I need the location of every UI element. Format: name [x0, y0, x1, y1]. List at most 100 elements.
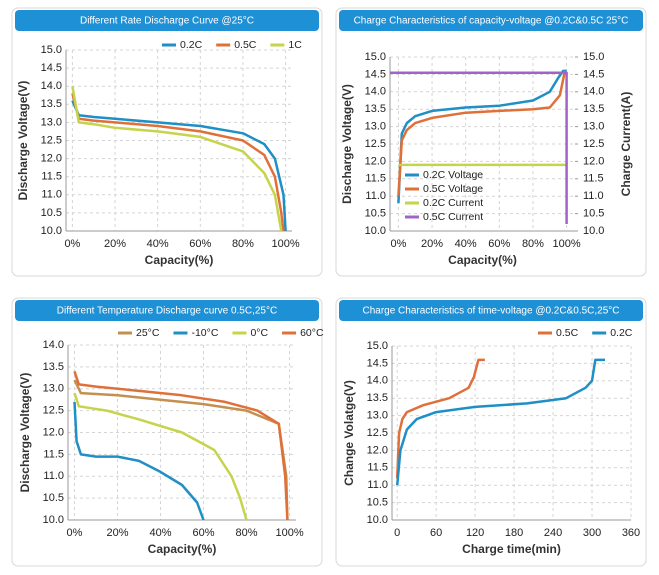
y-tick-label: 13.0	[43, 383, 64, 395]
y-tick-label: 11.0	[365, 190, 386, 202]
y-tick-label: 14.0	[365, 86, 386, 98]
y-tick-label: 13.0	[367, 410, 388, 422]
y-tick-label: 12.0	[367, 444, 388, 456]
legend-label: 0.2C Voltage	[423, 169, 483, 181]
x-tick-label: 80%	[232, 238, 254, 250]
x-tick-label: 40%	[147, 238, 169, 250]
x-tick-label: 120	[466, 527, 484, 539]
y-tick-label: 13.5	[365, 103, 386, 115]
y-tick-label: 11.0	[43, 470, 64, 482]
series-line	[397, 70, 567, 197]
chart-title: Different Temperature Discharge curve 0.…	[57, 306, 277, 317]
panel-header	[15, 10, 319, 31]
y-tick-label: 13.5	[367, 392, 388, 404]
x-axis-label: Capacity(%)	[148, 542, 217, 556]
legend-label: 0.5C	[556, 327, 579, 339]
x-tick-label: 20%	[106, 527, 128, 539]
y-tick-label: 10.0	[43, 514, 64, 526]
legend-label: 0.5C	[234, 39, 257, 51]
series-line	[73, 392, 248, 521]
x-tick-label: 300	[583, 527, 601, 539]
y2-tick-label: 10.0	[583, 225, 604, 237]
x-tick-label: 100%	[553, 238, 581, 250]
y-tick-label: 10.5	[41, 207, 62, 219]
panel-header	[15, 300, 319, 321]
series-line	[71, 93, 285, 232]
chart-title: Charge Characteristics of time-voltage @…	[362, 306, 619, 317]
x-axis-label: Capacity(%)	[145, 253, 214, 267]
x-tick-label: 240	[544, 527, 562, 539]
y-tick-label: 15.0	[365, 51, 386, 63]
y2-axis-label: Charge Current(A)	[619, 92, 633, 197]
legend-label: 1C	[288, 39, 302, 51]
y-tick-label: 14.0	[41, 80, 62, 92]
y-tick-label: 11.5	[365, 173, 386, 185]
x-tick-label: 360	[622, 527, 640, 539]
x-tick-label: 80%	[236, 527, 258, 539]
y-tick-label: 11.0	[367, 479, 388, 491]
y-tick-label: 12.0	[43, 426, 64, 438]
x-axis-label: Capacity(%)	[448, 253, 517, 267]
x-tick-label: 0%	[390, 238, 406, 250]
x-tick-label: 100%	[272, 238, 300, 250]
x-tick-label: 60%	[488, 238, 510, 250]
series-line	[71, 85, 283, 232]
x-tick-label: 0	[394, 527, 400, 539]
x-tick-label: 60	[430, 527, 442, 539]
x-tick-label: 100%	[275, 527, 303, 539]
y2-tick-label: 12.5	[583, 138, 604, 150]
legend-label: 25°C	[136, 327, 160, 339]
y-tick-label: 10.0	[367, 514, 388, 526]
series-line	[73, 401, 205, 521]
series-line	[390, 71, 568, 224]
y-axis-label: Discharge Voltage(V)	[340, 84, 354, 204]
y2-tick-label: 14.5	[583, 68, 604, 80]
y-axis-label: Discharge Voltage(V)	[16, 81, 30, 201]
y-tick-label: 11.5	[367, 462, 388, 474]
y2-tick-label: 14.0	[583, 86, 604, 98]
chart-title: Charge Characteristics of capacity-volta…	[354, 16, 629, 27]
y-axis-label: Change Volatge(V)	[342, 380, 356, 486]
y-tick-label: 11.0	[41, 189, 62, 201]
y-tick-label: 14.5	[365, 68, 386, 80]
y-tick-label: 14.5	[41, 62, 62, 74]
legend-label: 0.2C Current	[423, 197, 483, 209]
series-line	[71, 100, 287, 232]
y2-tick-label: 12.0	[583, 155, 604, 167]
x-tick-label: 180	[505, 527, 523, 539]
panel	[11, 7, 323, 277]
y-tick-label: 10.5	[43, 492, 64, 504]
y-tick-label: 10.0	[365, 225, 386, 237]
y-tick-label: 12.0	[41, 153, 62, 165]
x-tick-label: 80%	[522, 238, 544, 250]
y-tick-label: 13.5	[41, 98, 62, 110]
y-tick-label: 14.5	[367, 357, 388, 369]
y-tick-label: 12.0	[365, 155, 386, 167]
y-tick-label: 10.5	[365, 208, 386, 220]
x-tick-label: 40%	[455, 238, 477, 250]
chart-title: Different Rate Discharge Curve @25°C	[80, 16, 254, 27]
panel	[335, 7, 647, 277]
y-tick-label: 13.0	[365, 121, 386, 133]
legend-label: 0.5C Current	[423, 211, 483, 223]
y2-tick-label: 10.5	[583, 208, 604, 220]
y2-tick-label: 11.5	[583, 173, 604, 185]
y2-tick-label: 13.5	[583, 103, 604, 115]
x-tick-label: 40%	[149, 527, 171, 539]
y-tick-label: 11.5	[41, 171, 62, 183]
series-line	[395, 358, 485, 479]
y-tick-label: 13.5	[43, 361, 64, 373]
x-tick-label: 20%	[104, 238, 126, 250]
y-tick-label: 12.5	[41, 134, 62, 146]
y-tick-label: 11.5	[43, 448, 64, 460]
panel-header	[339, 10, 643, 31]
y-tick-label: 13.0	[41, 116, 62, 128]
x-tick-label: 60%	[192, 527, 214, 539]
panel-header	[339, 300, 643, 321]
series-line	[73, 370, 289, 521]
legend-label: 0.2C	[610, 327, 633, 339]
y-tick-label: 14.0	[367, 375, 388, 387]
y-tick-label: 12.5	[367, 427, 388, 439]
legend-label: 0.2C	[180, 39, 203, 51]
